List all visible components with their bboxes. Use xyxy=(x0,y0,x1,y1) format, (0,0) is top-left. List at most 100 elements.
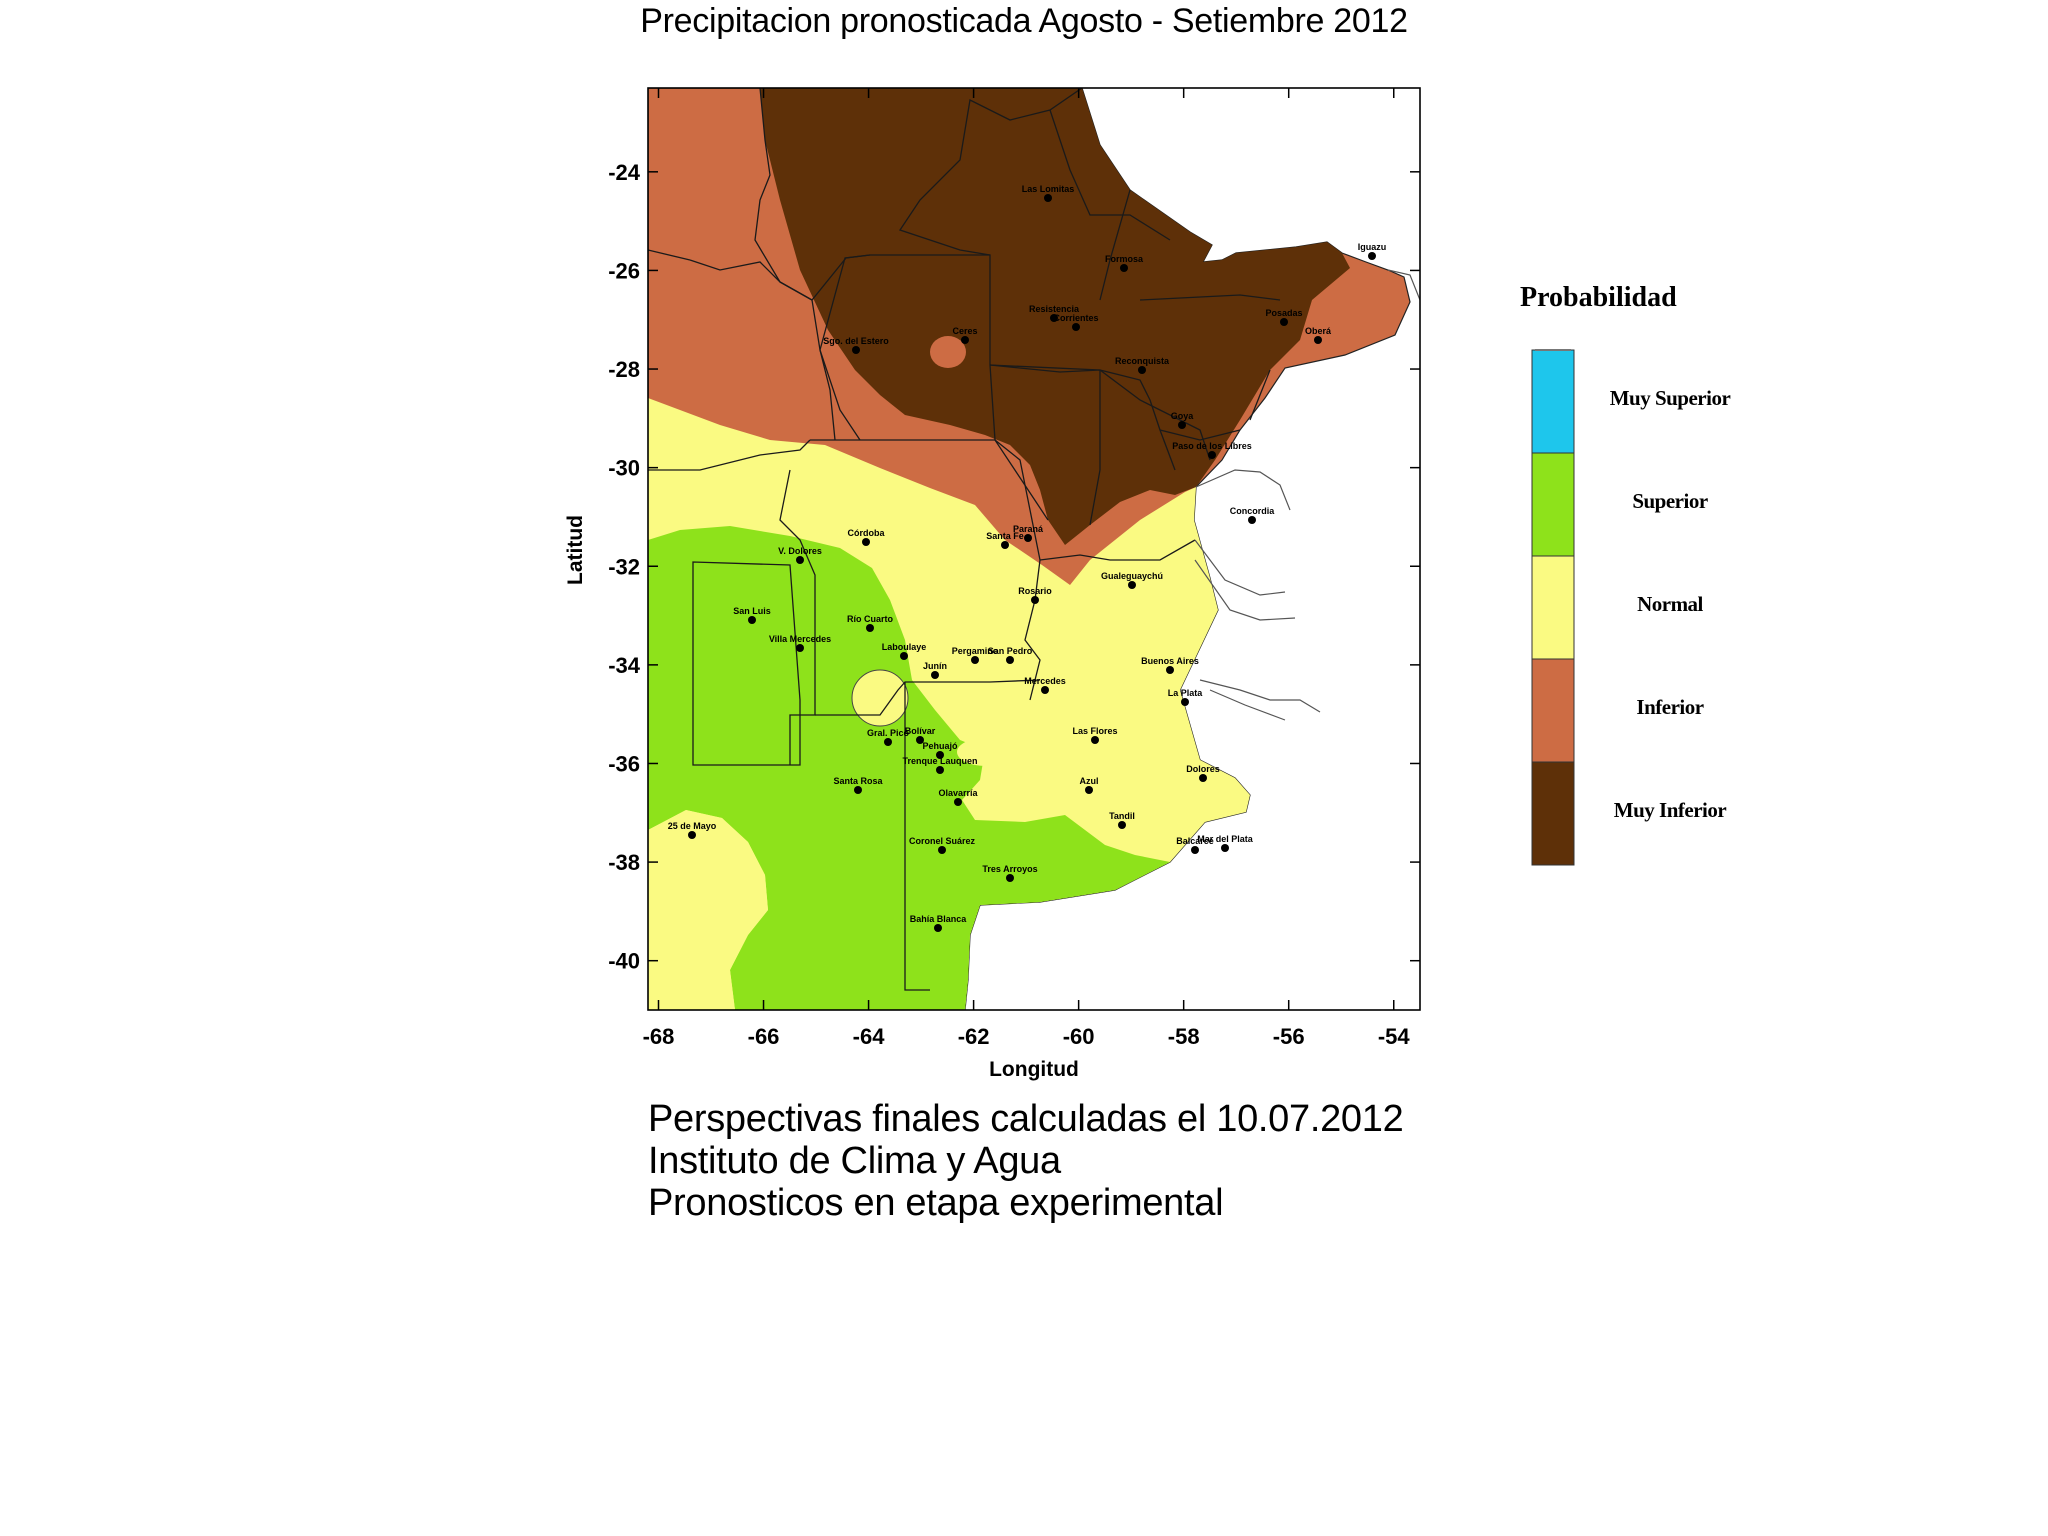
city-label: Santa Rosa xyxy=(833,776,883,786)
y-tick-label: -34 xyxy=(608,653,641,678)
city-marker xyxy=(936,751,944,759)
city-marker xyxy=(971,656,979,664)
city-marker xyxy=(796,556,804,564)
city-label: Azul xyxy=(1080,776,1099,786)
x-tick-label: -64 xyxy=(853,1024,886,1049)
city-marker xyxy=(1181,698,1189,706)
y-tick-label: -24 xyxy=(608,160,641,185)
city-marker xyxy=(884,738,892,746)
city-marker xyxy=(1024,534,1032,542)
city-marker xyxy=(1041,686,1049,694)
city-label: Posadas xyxy=(1265,308,1302,318)
city-marker xyxy=(1050,314,1058,322)
city-label: Oberá xyxy=(1305,326,1332,336)
x-tick-label: -60 xyxy=(1063,1024,1095,1049)
city-marker xyxy=(688,831,696,839)
city-marker xyxy=(862,538,870,546)
city-label: Gral. Pico xyxy=(867,728,910,738)
city-label: Laboulaye xyxy=(882,642,927,652)
zone-inferior-spot xyxy=(930,336,966,368)
city-marker xyxy=(961,336,969,344)
city-marker xyxy=(1199,774,1207,782)
footer-notes: Perspectivas finales calculadas el 10.07… xyxy=(648,1098,1648,1224)
city-marker xyxy=(954,798,962,806)
city-label: Iguazu xyxy=(1358,242,1387,252)
city-marker xyxy=(1006,656,1014,664)
city-label: San Pedro xyxy=(988,646,1033,656)
city-marker xyxy=(1280,318,1288,326)
city-label: Tandil xyxy=(1109,811,1135,821)
axis-ticks: -68 -66 -64 -62 -60 -58 -56 -54 -24 -26 -28 -30 -32 -… xyxy=(608,88,1420,1049)
city-label: Bolívar xyxy=(905,726,936,736)
city-label: Sgo. del Estero xyxy=(823,336,889,346)
city-label: Trenque Lauquen xyxy=(902,756,977,766)
city-label: Reconquista xyxy=(1115,356,1170,366)
y-tick-label: -40 xyxy=(608,949,640,974)
city-label: Córdoba xyxy=(848,528,886,538)
city-marker xyxy=(1085,786,1093,794)
legend-title: Probabilidad xyxy=(1520,282,1677,313)
x-tick-label: -62 xyxy=(958,1024,990,1049)
city-label: Goya xyxy=(1171,411,1195,421)
city-label: Río Cuarto xyxy=(847,614,894,624)
city-label: Paraná xyxy=(1013,524,1044,534)
city-marker xyxy=(936,766,944,774)
zone-normal-bubble xyxy=(851,669,909,727)
province-borders xyxy=(648,88,1281,991)
city-marker xyxy=(1118,821,1126,829)
city-marker xyxy=(1006,874,1014,882)
legend-label: Muy Superior xyxy=(1609,386,1731,411)
y-tick-label: -28 xyxy=(608,357,640,382)
y-tick-label: -26 xyxy=(608,258,640,283)
legend-label: Muy Inferior xyxy=(1613,798,1727,823)
city-marker xyxy=(1191,846,1199,854)
legend-label: Inferior xyxy=(1636,695,1704,720)
legend-label: Superior xyxy=(1632,489,1708,514)
x-tick-label: -68 xyxy=(643,1024,675,1049)
x-axis-label: Longitud xyxy=(989,1058,1079,1081)
legend-swatch xyxy=(1531,555,1575,660)
page-title: Precipitacion pronosticada Agosto - Seti… xyxy=(640,2,1408,40)
rivers xyxy=(1194,269,1420,721)
city-marker xyxy=(748,616,756,624)
legend-swatch xyxy=(1531,452,1575,557)
city-marker xyxy=(938,846,946,854)
city-label: La Plata xyxy=(1168,688,1204,698)
city-label: Rosario xyxy=(1018,586,1052,596)
city-label: Resistencia xyxy=(1029,304,1080,314)
precipitation-zones xyxy=(648,88,1420,1010)
city-label: Junín xyxy=(923,661,947,671)
legend-swatch xyxy=(1531,658,1575,763)
city-label: Formosa xyxy=(1105,254,1144,264)
y-tick-label: -36 xyxy=(608,751,640,776)
city-label: Balcarce xyxy=(1176,836,1214,846)
city-label: Mercedes xyxy=(1024,676,1066,686)
legend-swatch xyxy=(1531,761,1575,866)
footer-line-experimental: Pronosticos en etapa experimental xyxy=(648,1182,1224,1224)
city-label: Pehuajó xyxy=(922,741,958,751)
city-label: Dolores xyxy=(1186,764,1220,774)
city-marker xyxy=(1072,323,1080,331)
map-frame xyxy=(647,87,1421,1011)
y-tick-label: -30 xyxy=(608,456,640,481)
city-marker xyxy=(934,924,942,932)
city-marker xyxy=(1120,264,1128,272)
city-label: Mar del Plata xyxy=(1197,834,1254,844)
city-label: Buenos Aires xyxy=(1141,656,1199,666)
city-label: Concordia xyxy=(1230,506,1275,516)
city-marker xyxy=(866,624,874,632)
city-marker xyxy=(1128,581,1136,589)
city-marker xyxy=(854,786,862,794)
x-tick-label: -56 xyxy=(1273,1024,1305,1049)
zone-normal-bubble-2 xyxy=(957,738,1013,766)
zone-normal-south xyxy=(648,810,768,1010)
city-marker xyxy=(1166,666,1174,674)
city-marker xyxy=(916,736,924,744)
city-label: 25 de Mayo xyxy=(668,821,717,831)
city-marker xyxy=(1208,451,1216,459)
city-marker xyxy=(1368,252,1376,260)
city-label: Paso de los Libres xyxy=(1172,441,1252,451)
city-label: Santa Fe xyxy=(986,531,1024,541)
